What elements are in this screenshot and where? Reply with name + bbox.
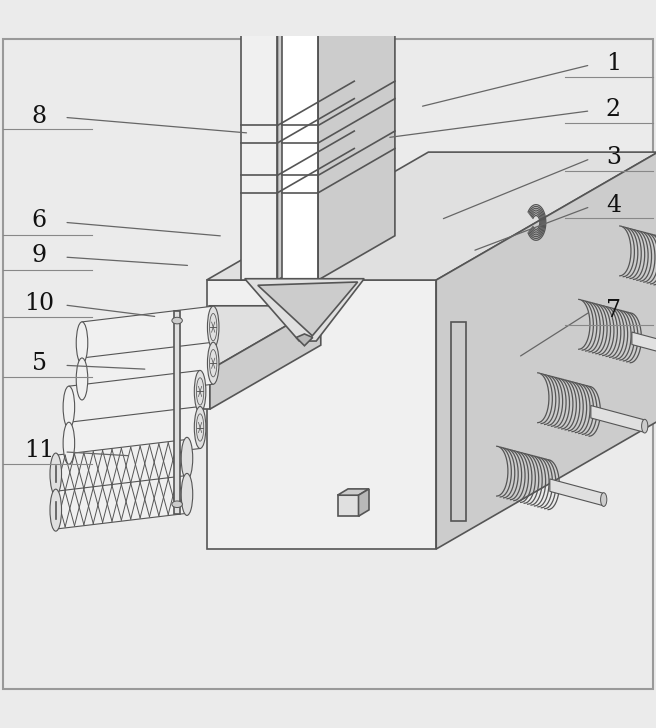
- Ellipse shape: [63, 386, 75, 428]
- Polygon shape: [436, 152, 656, 549]
- Polygon shape: [245, 0, 264, 1]
- Polygon shape: [228, 0, 445, 1]
- Polygon shape: [207, 152, 656, 280]
- Text: 11: 11: [24, 439, 54, 462]
- Polygon shape: [241, 0, 354, 31]
- Ellipse shape: [209, 314, 217, 341]
- Polygon shape: [258, 282, 358, 336]
- Polygon shape: [98, 370, 210, 409]
- Ellipse shape: [172, 317, 182, 324]
- Text: 4: 4: [605, 194, 621, 217]
- Text: 2: 2: [605, 98, 621, 121]
- Polygon shape: [282, 31, 318, 280]
- Ellipse shape: [207, 342, 219, 384]
- Ellipse shape: [194, 406, 206, 448]
- Polygon shape: [343, 0, 445, 31]
- Ellipse shape: [181, 438, 193, 479]
- Ellipse shape: [50, 453, 62, 495]
- Polygon shape: [82, 342, 213, 400]
- Text: 7: 7: [606, 298, 621, 322]
- Polygon shape: [98, 306, 321, 370]
- Text: 6: 6: [31, 210, 47, 232]
- Ellipse shape: [209, 349, 217, 377]
- Ellipse shape: [76, 358, 88, 400]
- Ellipse shape: [194, 371, 206, 413]
- Polygon shape: [228, 1, 343, 31]
- Text: 8: 8: [31, 105, 47, 127]
- Polygon shape: [69, 406, 200, 464]
- Ellipse shape: [50, 489, 62, 531]
- Polygon shape: [56, 475, 187, 529]
- Polygon shape: [297, 334, 313, 346]
- Polygon shape: [277, 0, 354, 280]
- Ellipse shape: [172, 501, 182, 507]
- Polygon shape: [282, 0, 395, 31]
- Polygon shape: [632, 332, 656, 359]
- Text: 9: 9: [31, 245, 47, 267]
- Ellipse shape: [63, 422, 75, 464]
- Text: 1: 1: [605, 52, 621, 75]
- Polygon shape: [550, 479, 604, 506]
- Polygon shape: [307, 0, 327, 1]
- Polygon shape: [174, 311, 180, 514]
- Ellipse shape: [76, 322, 88, 364]
- Text: 10: 10: [24, 292, 54, 315]
- Polygon shape: [591, 405, 645, 432]
- Polygon shape: [56, 440, 187, 493]
- Polygon shape: [210, 306, 321, 409]
- Polygon shape: [207, 280, 436, 549]
- Polygon shape: [451, 322, 466, 521]
- Polygon shape: [69, 371, 200, 428]
- Ellipse shape: [196, 378, 204, 405]
- Text: 5: 5: [32, 352, 47, 376]
- Polygon shape: [359, 489, 369, 516]
- Text: 3: 3: [606, 146, 621, 169]
- Ellipse shape: [181, 473, 193, 515]
- Polygon shape: [82, 306, 213, 364]
- Ellipse shape: [601, 493, 607, 507]
- Polygon shape: [337, 489, 369, 495]
- Polygon shape: [241, 31, 277, 280]
- Ellipse shape: [196, 414, 204, 441]
- Polygon shape: [245, 279, 364, 341]
- Ellipse shape: [207, 306, 219, 348]
- Ellipse shape: [642, 419, 648, 433]
- Polygon shape: [318, 0, 395, 280]
- Polygon shape: [337, 495, 359, 516]
